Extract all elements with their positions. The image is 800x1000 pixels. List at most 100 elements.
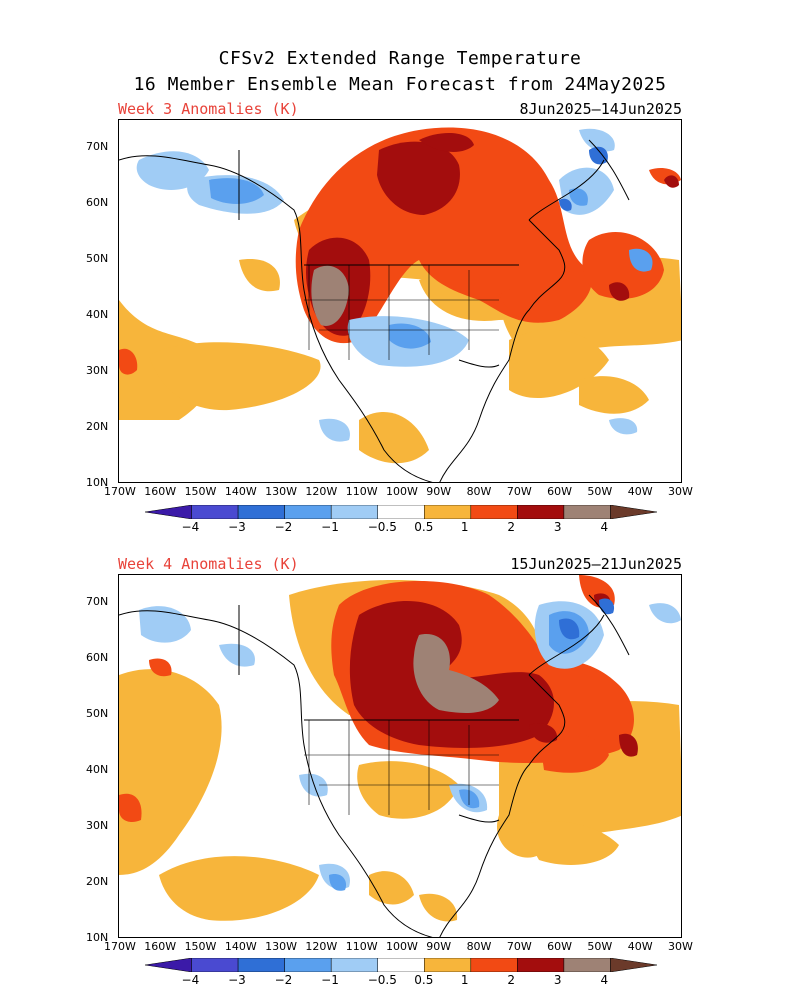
colorbar-segment: [330, 505, 378, 519]
lon-tick-label: 90W: [426, 485, 452, 498]
colorbar-segment: [424, 505, 472, 519]
lon-tick-label: 30W: [668, 940, 693, 953]
colorbar-label: −4: [181, 520, 200, 534]
lon-tick-label: 170W: [104, 940, 136, 953]
week3-coastlines: [119, 139, 630, 482]
week4-dates: 15Jun2025–21Jun2025: [510, 555, 682, 573]
colorbar-label: −3: [228, 973, 246, 987]
lat-tick-label: 40N: [86, 308, 109, 321]
lon-tick-label: 100W: [386, 485, 418, 498]
lat-tick-label: 60N: [86, 196, 109, 209]
colorbar-segment: [330, 958, 378, 972]
colorbar-segment: [610, 958, 657, 972]
colorbar-label: −2: [274, 520, 293, 534]
lat-tick-label: 60N: [86, 651, 109, 664]
colorbar-segment: [470, 505, 518, 519]
colorbar-label: −2: [274, 973, 293, 987]
colorbar-label: 2: [507, 520, 515, 534]
week4-warm-extreme: [413, 634, 499, 713]
lat-tick-label: 50N: [86, 707, 109, 720]
week4-map: [118, 574, 682, 938]
lon-tick-label: 50W: [587, 940, 613, 953]
lon-tick-label: 140W: [224, 940, 257, 953]
lat-tick-label: 10N: [86, 931, 109, 944]
week3-map: [118, 119, 682, 483]
week3-map-svg: [119, 127, 681, 482]
lon-tick-label: 150W: [184, 940, 217, 953]
week4-label: Week 4 Anomalies (K): [118, 555, 299, 573]
lon-tick-label: 150W: [184, 485, 217, 498]
title-line-1: CFSv2 Extended Range Temperature: [218, 48, 582, 69]
lon-tick-label: 80W: [466, 940, 492, 953]
colorbar-segment: [424, 958, 472, 972]
lon-tick-label: 130W: [265, 940, 298, 953]
lon-tick-label: 40W: [627, 940, 653, 953]
lat-tick-label: 20N: [86, 875, 109, 888]
colorbar-label: −0.5: [367, 520, 397, 534]
lat-tick-label: 70N: [86, 595, 109, 608]
lon-tick-label: 110W: [345, 485, 378, 498]
colorbar-segment: [563, 958, 611, 972]
colorbar-segment: [610, 505, 657, 519]
colorbar-segment: [284, 505, 332, 519]
lon-tick-label: 70W: [506, 940, 532, 953]
lat-tick-label: 40N: [86, 763, 109, 776]
week3-warm-mid: [119, 127, 681, 375]
lon-tick-label: 160W: [144, 940, 177, 953]
lat-tick-label: 30N: [86, 364, 109, 377]
week3-dates: 8Jun2025–14Jun2025: [519, 100, 682, 118]
colorbar-segment: [237, 958, 285, 972]
lat-tick-label: 70N: [86, 140, 109, 153]
week4-state-borders: [304, 720, 499, 815]
lon-tick-label: 170W: [104, 485, 136, 498]
colorbar-segment: [517, 505, 565, 519]
lon-tick-label: 130W: [265, 485, 298, 498]
lat-tick-label: 10N: [86, 476, 109, 489]
lon-tick-label: 90W: [426, 940, 452, 953]
colorbar-segment: [145, 958, 192, 972]
colorbar-label: 3: [553, 520, 562, 534]
colorbar-label: 1: [460, 973, 469, 987]
lon-tick-label: 110W: [345, 940, 378, 953]
colorbar-label: 0.5: [414, 520, 434, 534]
week3-cool-high: [559, 146, 608, 211]
lon-tick-label: 50W: [587, 485, 613, 498]
week4-coastlines: [119, 594, 630, 937]
lon-tick-label: 120W: [305, 485, 338, 498]
week3-label: Week 3 Anomalies (K): [118, 100, 299, 118]
colorbar-label: 4: [600, 520, 609, 534]
lon-tick-label: 40W: [627, 485, 653, 498]
lat-tick-label: 50N: [86, 252, 109, 265]
colorbar-segment: [517, 958, 565, 972]
colorbar-segment: [237, 505, 285, 519]
colorbar-label: 4: [600, 973, 609, 987]
colorbar-label: 0.5: [414, 973, 434, 987]
week4-map-svg: [119, 575, 681, 937]
colorbar-segment: [377, 958, 425, 972]
lon-tick-label: 160W: [144, 485, 177, 498]
colorbar-label: 2: [507, 973, 515, 987]
colorbar-segment: [191, 958, 239, 972]
lat-tick-label: 20N: [86, 420, 109, 433]
colorbar-label: −4: [181, 973, 200, 987]
lat-tick-label: 30N: [86, 819, 109, 832]
lon-tick-label: 70W: [506, 485, 532, 498]
lon-tick-label: 60W: [547, 485, 573, 498]
colorbar-segment: [563, 505, 611, 519]
lon-tick-label: 140W: [224, 485, 257, 498]
lon-tick-label: 120W: [305, 940, 338, 953]
colorbar-segment: [145, 505, 192, 519]
lon-tick-label: 100W: [386, 940, 418, 953]
title-line-2: 16 Member Ensemble Mean Forecast from 24…: [133, 74, 667, 95]
lon-tick-label: 30W: [668, 485, 693, 498]
colorbar-label: 1: [460, 520, 469, 534]
colorbar-segment: [470, 958, 518, 972]
colorbar-segment: [191, 505, 239, 519]
colorbar-label: −1: [321, 520, 339, 534]
week3-colorbar: [145, 505, 657, 519]
week3-state-borders: [304, 265, 499, 360]
week3-warm-extreme: [311, 265, 349, 326]
colorbar-label: 3: [553, 973, 562, 987]
colorbar-segment: [377, 505, 425, 519]
colorbar-label: −3: [228, 520, 246, 534]
